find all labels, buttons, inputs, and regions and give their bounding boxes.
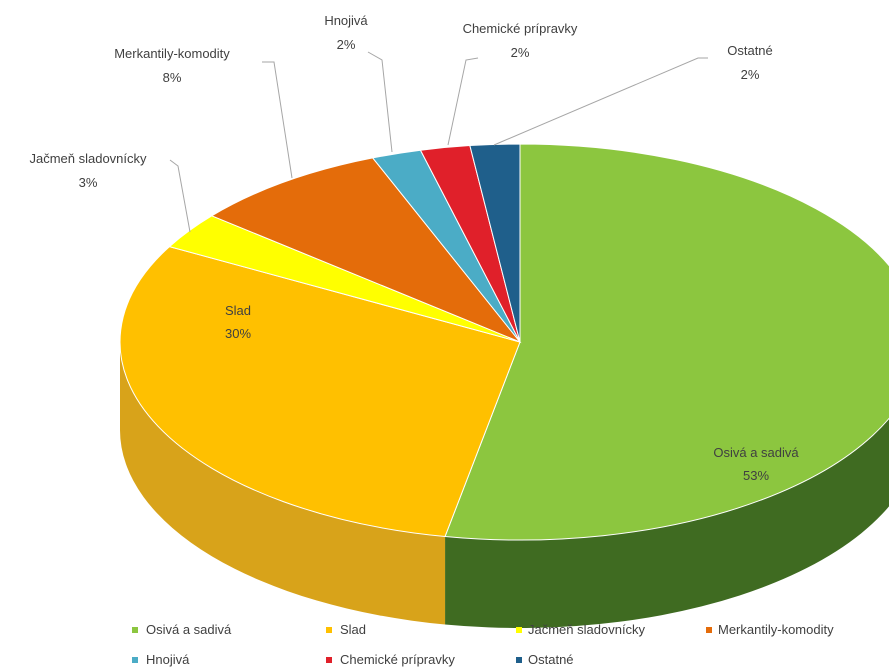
- legend-swatch-jacmen: [516, 627, 522, 633]
- label-chemicke-value: 2%: [511, 45, 530, 60]
- leader-line-jacmen: [169, 159, 191, 233]
- label-chemicke-name: Chemické prípravky: [463, 21, 578, 36]
- label-osiva-value: 53%: [743, 468, 769, 483]
- legend-swatch-slad: [326, 627, 332, 633]
- legend-entry-jacmen: Jačmeň sladovnícky: [528, 622, 646, 637]
- leader-line-ostatne: [493, 57, 708, 146]
- pie-slice-merkantily: [210, 157, 522, 344]
- label-jacmen-value: 3%: [79, 175, 98, 190]
- leader-line-merkantily: [262, 61, 293, 179]
- label-ostatne-name: Ostatné: [727, 43, 773, 58]
- pie-side-osiva: [445, 418, 889, 628]
- legend-entry-osiva: Osivá a sadivá: [146, 622, 232, 637]
- label-hnojiva-value: 2%: [337, 37, 356, 52]
- pie-side-slad: [120, 342, 446, 625]
- leader-line-chemicke: [447, 57, 479, 146]
- legend-entry-merkantily: Merkantily-komodity: [718, 622, 834, 637]
- legend-swatch-osiva: [132, 627, 138, 633]
- legend-entry-ostatne: Ostatné: [528, 652, 574, 667]
- legend: Osivá a sadivá Slad Jačmeň sladovnícky M…: [132, 622, 834, 667]
- leader-lines: [169, 51, 708, 233]
- legend-entry-hnojiva: Hnojivá: [146, 652, 190, 667]
- label-hnojiva-name: Hnojivá: [324, 13, 368, 28]
- legend-swatch-ostatne: [516, 657, 522, 663]
- label-merkantily-name: Merkantily-komodity: [114, 46, 230, 61]
- pie-sides: [120, 342, 889, 628]
- data-labels: Osivá a sadivá 53% Slad 30% Jačmeň slado…: [29, 13, 799, 483]
- legend-swatch-chemicke: [326, 657, 332, 663]
- legend-swatch-hnojiva: [132, 657, 138, 663]
- label-slad-name: Slad: [225, 303, 251, 318]
- label-slad-value: 30%: [225, 326, 251, 341]
- pie-slices: [119, 143, 889, 541]
- leader-line-hnojiva: [367, 51, 393, 153]
- legend-swatch-merkantily: [706, 627, 712, 633]
- label-jacmen-name: Jačmeň sladovnícky: [29, 151, 147, 166]
- pie-slice-osiva: [444, 143, 889, 541]
- pie-slice-slad: [119, 246, 521, 538]
- label-merkantily-value: 8%: [163, 70, 182, 85]
- label-ostatne-value: 2%: [741, 67, 760, 82]
- legend-entry-slad: Slad: [340, 622, 366, 637]
- label-osiva-name: Osivá a sadivá: [713, 445, 799, 460]
- legend-entry-chemicke: Chemické prípravky: [340, 652, 455, 667]
